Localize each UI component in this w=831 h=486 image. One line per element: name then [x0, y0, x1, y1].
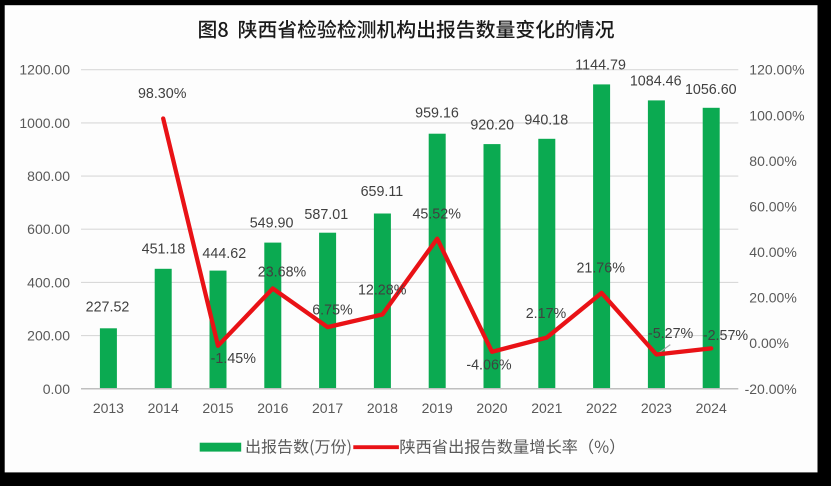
- svg-text:600.00: 600.00: [27, 221, 70, 237]
- svg-text:40.00%: 40.00%: [749, 244, 796, 260]
- svg-text:20.00%: 20.00%: [749, 290, 796, 306]
- svg-text:2022: 2022: [586, 400, 617, 416]
- svg-text:1144.79: 1144.79: [575, 57, 626, 73]
- svg-text:1000.00: 1000.00: [19, 115, 70, 131]
- svg-text:100.00%: 100.00%: [749, 107, 804, 123]
- svg-text:400.00: 400.00: [27, 274, 70, 290]
- svg-text:659.11: 659.11: [361, 184, 404, 200]
- svg-text:23.68%: 23.68%: [258, 265, 307, 281]
- svg-text:12.28%: 12.28%: [358, 282, 407, 298]
- svg-text:-4.06%: -4.06%: [466, 358, 512, 374]
- svg-text:800.00: 800.00: [27, 168, 70, 184]
- svg-text:21.76%: 21.76%: [576, 260, 625, 276]
- svg-text:2021: 2021: [531, 400, 562, 416]
- svg-text:2018: 2018: [367, 400, 398, 416]
- svg-text:1200.00: 1200.00: [19, 62, 70, 78]
- svg-text:45.52%: 45.52%: [412, 206, 461, 222]
- svg-text:0.00%: 0.00%: [749, 335, 789, 351]
- svg-text:2016: 2016: [257, 400, 288, 416]
- svg-text:451.18: 451.18: [142, 242, 186, 258]
- svg-text:549.90: 549.90: [250, 216, 294, 232]
- svg-text:-2.57%: -2.57%: [703, 328, 749, 344]
- svg-text:2024: 2024: [696, 400, 727, 416]
- svg-text:98.30%: 98.30%: [138, 86, 187, 102]
- svg-text:1084.46: 1084.46: [630, 74, 682, 90]
- svg-text:6.75%: 6.75%: [312, 303, 353, 319]
- svg-text:444.62: 444.62: [202, 246, 246, 262]
- svg-text:1056.60: 1056.60: [685, 82, 737, 98]
- svg-text:227.52: 227.52: [86, 300, 130, 316]
- svg-text:0.00: 0.00: [43, 381, 70, 397]
- svg-text:-1.45%: -1.45%: [211, 351, 257, 367]
- svg-text:2017: 2017: [312, 400, 343, 416]
- svg-text:940.18: 940.18: [524, 113, 568, 129]
- svg-text:2013: 2013: [93, 400, 124, 416]
- svg-text:2020: 2020: [476, 400, 507, 416]
- svg-text:2019: 2019: [422, 400, 453, 416]
- svg-text:-20.00%: -20.00%: [745, 381, 797, 397]
- svg-text:60.00%: 60.00%: [749, 199, 796, 215]
- svg-text:-5.27%: -5.27%: [648, 326, 694, 342]
- svg-text:959.16: 959.16: [415, 105, 459, 121]
- svg-text:2014: 2014: [148, 400, 179, 416]
- svg-text:2015: 2015: [202, 400, 233, 416]
- svg-text:587.01: 587.01: [304, 207, 348, 223]
- svg-text:2.17%: 2.17%: [526, 306, 567, 322]
- svg-text:2023: 2023: [641, 400, 672, 416]
- svg-text:120.00%: 120.00%: [749, 62, 804, 78]
- svg-text:920.20: 920.20: [470, 118, 514, 134]
- svg-text:80.00%: 80.00%: [749, 153, 796, 169]
- svg-text:200.00: 200.00: [27, 328, 70, 344]
